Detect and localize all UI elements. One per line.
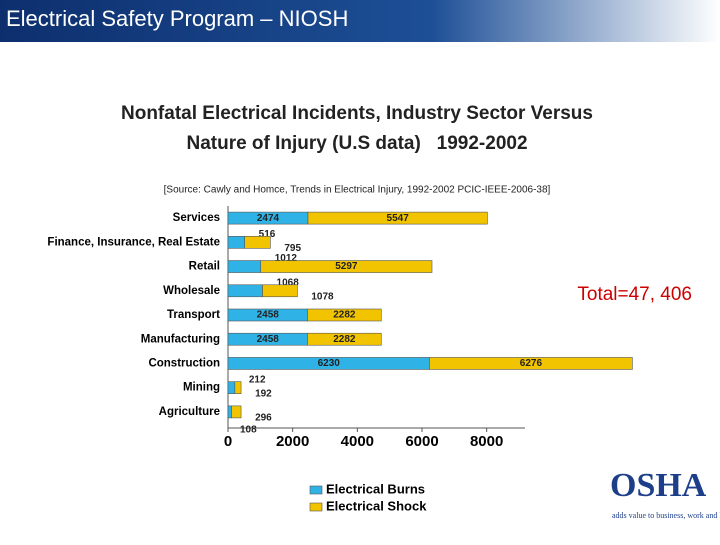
value-label: 2458 [257, 334, 280, 345]
logo-tagline: adds value to business, work and life [612, 511, 720, 520]
bar-segment [260, 260, 433, 273]
bar-segment [262, 284, 298, 298]
value-label: 1078 [311, 291, 334, 302]
y-tick-label: Manufacturing [141, 333, 220, 345]
bar-segment [307, 211, 488, 225]
bar-segment [231, 405, 242, 419]
y-tick-label: Retail [189, 261, 220, 273]
value-label: 2282 [333, 310, 356, 321]
value-label: 192 [255, 388, 272, 399]
bar-segment [227, 260, 262, 273]
value-label: 5547 [387, 213, 410, 224]
x-tick-label: 0 [224, 433, 232, 450]
x-tick-label: 6000 [405, 433, 438, 450]
value-label: 108 [240, 425, 257, 436]
value-label: 1068 [277, 277, 300, 288]
y-tick-label: Agriculture [159, 406, 220, 418]
x-tick-label: 2000 [276, 433, 309, 450]
annotation: Total=47, 406 [577, 284, 692, 305]
header-title: Electrical Safety Program – NIOSH [6, 6, 348, 31]
legend-label: Electrical Burns [326, 481, 425, 496]
x-tick-label: 8000 [470, 433, 503, 450]
value-label: 296 [255, 413, 272, 424]
value-label: 212 [249, 374, 266, 385]
value-label: 2458 [257, 310, 280, 321]
bar-segment [244, 236, 271, 249]
bar-segment [307, 332, 382, 346]
value-label: 2474 [257, 213, 280, 224]
bar-segment [227, 284, 263, 298]
bar-segment [227, 405, 232, 419]
chart-title: Nonfatal Electrical Incidents, Industry … [121, 103, 593, 154]
value-label: 516 [259, 229, 276, 240]
y-tick-label: Transport [167, 309, 220, 321]
value-label: 1012 [275, 253, 298, 264]
y-tick-label: Wholesale [163, 285, 220, 297]
value-label: 6230 [318, 358, 341, 369]
y-tick-label: Services [173, 212, 220, 224]
legend-label: Electrical Shock [326, 498, 427, 513]
source: [Source: Cawly and Homce, Trends in Elec… [164, 185, 551, 196]
bar-segment [307, 308, 382, 322]
value-label: 795 [284, 243, 301, 254]
y-tick-label: Finance, Insurance, Real Estate [47, 236, 220, 248]
bar-segment [227, 236, 245, 249]
bar-segment [234, 381, 242, 394]
bar-segment [429, 357, 633, 370]
logo: OSHA [610, 467, 707, 504]
bar-segment [227, 381, 236, 394]
y-tick-label: Mining [183, 382, 220, 394]
value-label: 6276 [520, 358, 543, 369]
value-label: 2282 [333, 334, 356, 345]
y-tick-label: Construction [148, 357, 220, 369]
legend-swatch [309, 485, 323, 495]
header-bar [0, 0, 720, 42]
value-label: 5297 [335, 261, 358, 272]
x-tick-label: 4000 [341, 433, 374, 450]
legend-swatch [309, 502, 323, 512]
